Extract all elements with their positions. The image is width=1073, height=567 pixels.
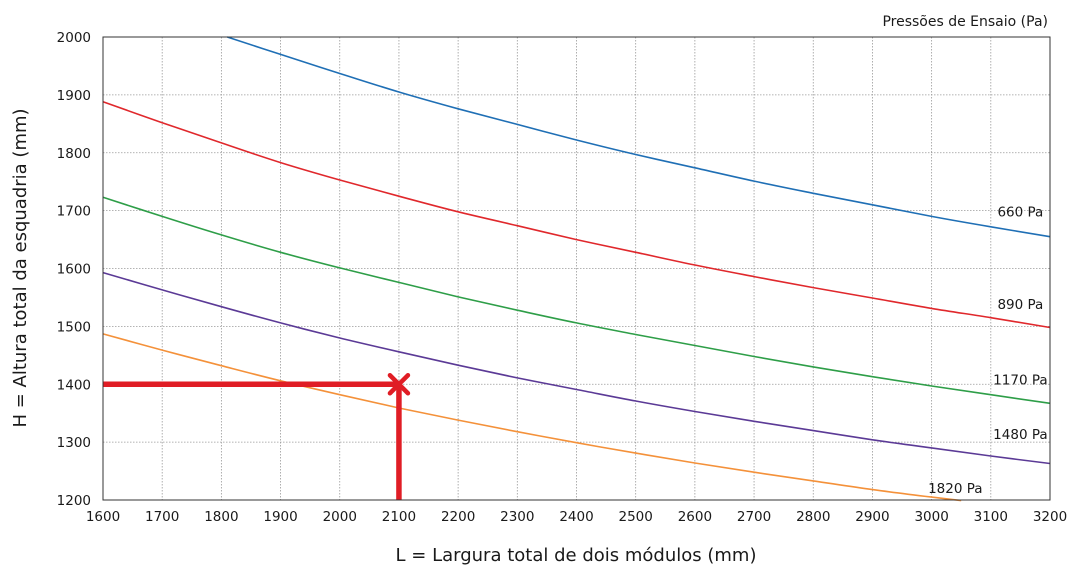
series-line-1170-pa (102, 196, 1051, 405)
y-tick-label: 1900 (57, 88, 91, 104)
y-axis-label: H = Altura total da esquadria (mm) (10, 108, 31, 427)
x-tick-label: 2500 (619, 509, 653, 525)
y-tick-label: 1500 (57, 319, 91, 335)
y-tick-label: 1300 (57, 435, 91, 451)
series-line-1820-pa (102, 333, 962, 502)
y-tick-label: 1400 (57, 377, 91, 393)
x-tick-label: 1900 (263, 509, 297, 525)
x-tick-label: 2400 (559, 509, 593, 525)
x-tick-label: 3000 (914, 509, 948, 525)
plot-frame (102, 36, 1051, 501)
x-tick-labels: 1600 1700 1800 1900 2000 2100 2200 2300 2400 2500… (86, 509, 1067, 525)
series-line-890-pa (102, 101, 1051, 329)
y-tick-label: 1700 (57, 204, 91, 220)
x-tick-label: 1600 (86, 509, 120, 525)
x-tick-label: 2700 (737, 509, 771, 525)
x-tick-label: 3100 (974, 509, 1008, 525)
x-tick-label: 2600 (678, 509, 712, 525)
series-line-660-pa (227, 36, 1051, 238)
x-tick-label: 2200 (441, 509, 475, 525)
grid (102, 36, 1051, 501)
reading-marker (103, 373, 411, 500)
x-tick-label: 2300 (500, 509, 534, 525)
series-label-1820-pa: 1820 Pa (928, 481, 982, 497)
legend-title: Pressões de Ensaio (Pa) (882, 14, 1048, 30)
x-tick-label: 3200 (1033, 509, 1067, 525)
series-line-1480-pa (102, 271, 1051, 465)
x-tick-label: 1800 (204, 509, 238, 525)
x-tick-label: 2800 (796, 509, 830, 525)
series-label-660-pa: 660 Pa (997, 204, 1043, 220)
x-tick-label: 2100 (382, 509, 416, 525)
y-tick-labels: 1200 1300 1400 1500 1600 1700 1800 1900 2000 (57, 30, 91, 509)
series-label-1480-pa: 1480 Pa (993, 427, 1047, 443)
y-tick-label: 1600 (57, 262, 91, 278)
x-tick-label: 2000 (323, 509, 357, 525)
x-tick-label: 1700 (145, 509, 179, 525)
y-tick-label: 1800 (57, 146, 91, 162)
series-label-890-pa: 890 Pa (997, 297, 1043, 313)
series-group: 660 Pa 890 Pa 1170 Pa 1480 Pa 1820 Pa (102, 36, 1051, 502)
y-tick-label: 1200 (57, 493, 91, 509)
marker-x-icon (387, 373, 411, 396)
x-tick-label: 2900 (855, 509, 889, 525)
series-label-1170-pa: 1170 Pa (993, 372, 1047, 388)
x-axis-label: L = Largura total de dois módulos (mm) (396, 545, 757, 566)
y-tick-label: 2000 (57, 30, 91, 46)
